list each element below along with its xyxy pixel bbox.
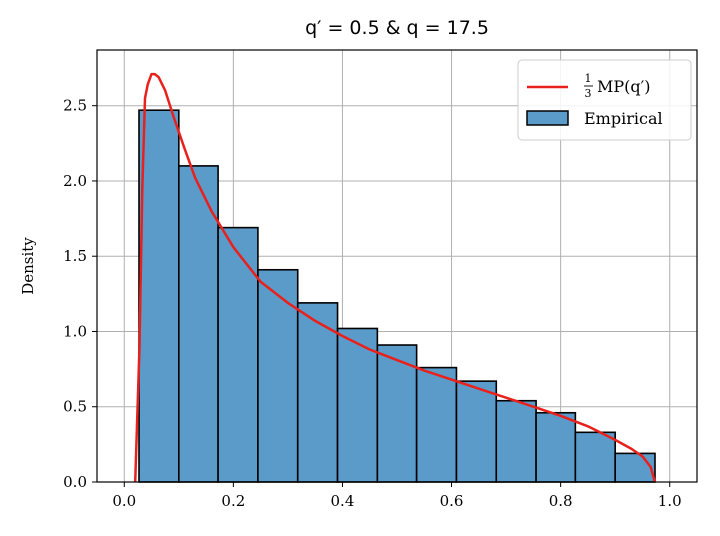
mp-density-curve xyxy=(133,72,657,483)
legend-hist-swatch xyxy=(526,110,569,126)
histogram-bar-1 xyxy=(178,165,219,483)
y-axis-ticks: 0.0 0.5 1.0 1.5 2.0 2.5 xyxy=(63,97,97,491)
histogram-bar-3 xyxy=(257,268,299,483)
histogram-bar-2 xyxy=(217,226,259,483)
legend-fraction-denominator: 3 xyxy=(585,87,592,100)
x-tick-label-4: 0.8 xyxy=(549,492,573,510)
histogram-bar-9 xyxy=(495,399,537,483)
y-tick-label-2: 1.0 xyxy=(63,322,87,340)
histogram-bar-7 xyxy=(415,366,458,483)
x-tick-label-1: 0.2 xyxy=(221,492,245,510)
histogram-bar-8 xyxy=(455,380,498,483)
y-tick-label-4: 2.0 xyxy=(63,172,87,190)
x-tick-label-0: 0.0 xyxy=(112,492,136,510)
x-tick-label-5: 1.0 xyxy=(658,492,682,510)
y-axis-label: Density xyxy=(19,237,37,295)
chart-title: q′ = 0.5 & q = 17.5 xyxy=(305,17,489,39)
x-tick-label-3: 0.6 xyxy=(440,492,464,510)
y-tick-label-5: 2.5 xyxy=(63,97,87,115)
histogram-bar-10 xyxy=(535,411,577,483)
x-tick-label-2: 0.4 xyxy=(331,492,355,510)
legend: 1 3 MP(q′) Empirical xyxy=(517,59,692,141)
histogram-bars xyxy=(138,109,656,483)
legend-fraction-numerator: 1 xyxy=(585,72,592,85)
x-axis-ticks: 0.0 0.2 0.4 0.6 0.8 1.0 xyxy=(112,482,682,510)
histogram-bar-11 xyxy=(574,431,616,483)
y-tick-label-3: 1.5 xyxy=(63,247,87,265)
y-tick-label-0: 0.0 xyxy=(63,473,87,491)
histogram-bar-6 xyxy=(376,344,418,483)
histogram-bar-12 xyxy=(614,452,656,483)
curve-layer xyxy=(133,72,657,483)
histogram-bar-0 xyxy=(138,109,180,483)
histogram-bar-4 xyxy=(296,302,339,483)
legend-curve-label: MP(q′) xyxy=(597,77,651,96)
legend-box xyxy=(517,59,692,141)
legend-hist-label: Empirical xyxy=(584,109,663,128)
y-tick-label-1: 0.5 xyxy=(63,398,87,416)
plot-frame xyxy=(96,49,698,483)
